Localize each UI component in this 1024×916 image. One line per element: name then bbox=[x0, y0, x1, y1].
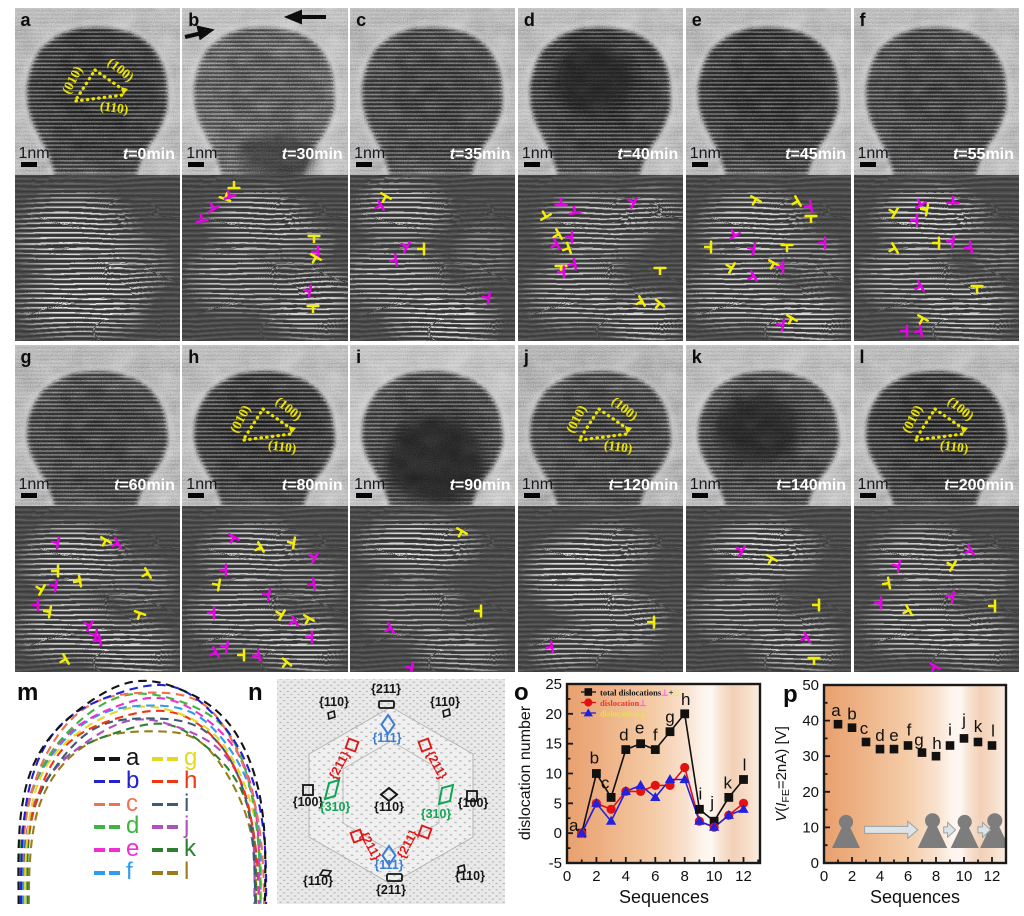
svg-text:4: 4 bbox=[622, 868, 630, 885]
svg-text:a: a bbox=[569, 816, 579, 835]
svg-text:dislocation number: dislocation number bbox=[517, 705, 534, 840]
svg-text:l: l bbox=[743, 756, 747, 775]
svg-text:b: b bbox=[590, 749, 599, 768]
svg-text:-5: -5 bbox=[549, 855, 562, 872]
svg-text:(110): (110) bbox=[939, 437, 969, 456]
svg-text:total dislocations⊥+⊥: total dislocations⊥+⊥ bbox=[600, 688, 681, 698]
svg-text:(010): (010) bbox=[58, 63, 85, 96]
svg-text:dislocation⊥: dislocation⊥ bbox=[600, 709, 647, 719]
svg-text:6: 6 bbox=[651, 868, 659, 885]
svg-text:0: 0 bbox=[563, 868, 571, 885]
svg-text:25: 25 bbox=[545, 676, 562, 693]
svg-text:{111}: {111} bbox=[372, 731, 401, 745]
svg-text:d: d bbox=[619, 726, 628, 745]
svg-text:{211}: {211} bbox=[376, 883, 406, 897]
svg-text:g: g bbox=[665, 708, 674, 727]
svg-text:Sequences: Sequences bbox=[619, 887, 709, 907]
svg-text:2: 2 bbox=[592, 868, 600, 885]
svg-text:k: k bbox=[724, 773, 733, 792]
svg-text:20: 20 bbox=[545, 706, 562, 723]
svg-text:e: e bbox=[635, 719, 644, 738]
svg-text:g: g bbox=[914, 731, 923, 750]
svg-text:d: d bbox=[875, 726, 884, 745]
svg-text:10: 10 bbox=[545, 766, 562, 783]
svg-text:(110): (110) bbox=[603, 437, 633, 456]
svg-text:(110): (110) bbox=[99, 98, 129, 117]
svg-text:l: l bbox=[991, 722, 995, 741]
svg-text:j: j bbox=[709, 793, 714, 812]
svg-text:b: b bbox=[847, 705, 856, 724]
svg-text:i: i bbox=[948, 721, 952, 740]
svg-text:2: 2 bbox=[848, 868, 856, 885]
svg-text:V(IFE=2nA) [V]: V(IFE=2nA) [V] bbox=[773, 726, 792, 822]
svg-text:f: f bbox=[907, 721, 912, 740]
svg-text:12: 12 bbox=[735, 868, 752, 885]
svg-text:10: 10 bbox=[802, 819, 819, 836]
svg-text:5: 5 bbox=[554, 795, 562, 812]
svg-text:{110}: {110} bbox=[455, 869, 485, 883]
svg-text:15: 15 bbox=[545, 736, 562, 753]
svg-text:{111}: {111} bbox=[374, 858, 403, 872]
svg-text:c: c bbox=[860, 719, 869, 738]
svg-text:{110}: {110} bbox=[374, 800, 404, 814]
svg-text:h: h bbox=[681, 690, 690, 709]
svg-text:0: 0 bbox=[811, 855, 819, 872]
svg-text:12: 12 bbox=[984, 868, 1001, 885]
svg-text:(010): (010) bbox=[227, 402, 254, 435]
svg-text:a: a bbox=[831, 701, 841, 720]
svg-text:0: 0 bbox=[820, 868, 828, 885]
svg-text:8: 8 bbox=[681, 868, 689, 885]
svg-text:dislocation⊥: dislocation⊥ bbox=[600, 698, 647, 708]
svg-text:k: k bbox=[974, 717, 983, 736]
svg-text:{100}: {100} bbox=[458, 796, 489, 810]
svg-text:{110}: {110} bbox=[319, 695, 349, 709]
svg-text:4: 4 bbox=[876, 868, 884, 885]
svg-text:6: 6 bbox=[904, 868, 912, 885]
svg-text:(010): (010) bbox=[562, 402, 589, 435]
svg-text:i: i bbox=[699, 784, 703, 803]
svg-text:50: 50 bbox=[802, 677, 819, 694]
svg-text:{310}: {310} bbox=[421, 807, 452, 821]
svg-text:10: 10 bbox=[706, 868, 723, 885]
svg-text:{110}: {110} bbox=[430, 695, 460, 709]
svg-text:40: 40 bbox=[802, 713, 819, 730]
svg-text:h: h bbox=[932, 734, 941, 753]
svg-text:c: c bbox=[601, 773, 610, 792]
svg-text:e: e bbox=[889, 726, 898, 745]
svg-text:20: 20 bbox=[802, 784, 819, 801]
svg-text:8: 8 bbox=[932, 868, 940, 885]
svg-text:{100}: {100} bbox=[293, 795, 324, 809]
svg-text:0: 0 bbox=[554, 825, 562, 842]
svg-text:(110): (110) bbox=[267, 437, 297, 456]
svg-text:30: 30 bbox=[802, 748, 819, 765]
svg-text:j: j bbox=[961, 710, 966, 729]
svg-text:10: 10 bbox=[956, 868, 973, 885]
svg-text:(010): (010) bbox=[898, 402, 925, 435]
svg-text:{211}: {211} bbox=[371, 682, 401, 696]
svg-text:Sequences: Sequences bbox=[870, 887, 960, 907]
svg-text:{110}: {110} bbox=[303, 874, 333, 888]
svg-text:f: f bbox=[653, 726, 658, 745]
svg-text:{310}: {310} bbox=[320, 800, 351, 814]
